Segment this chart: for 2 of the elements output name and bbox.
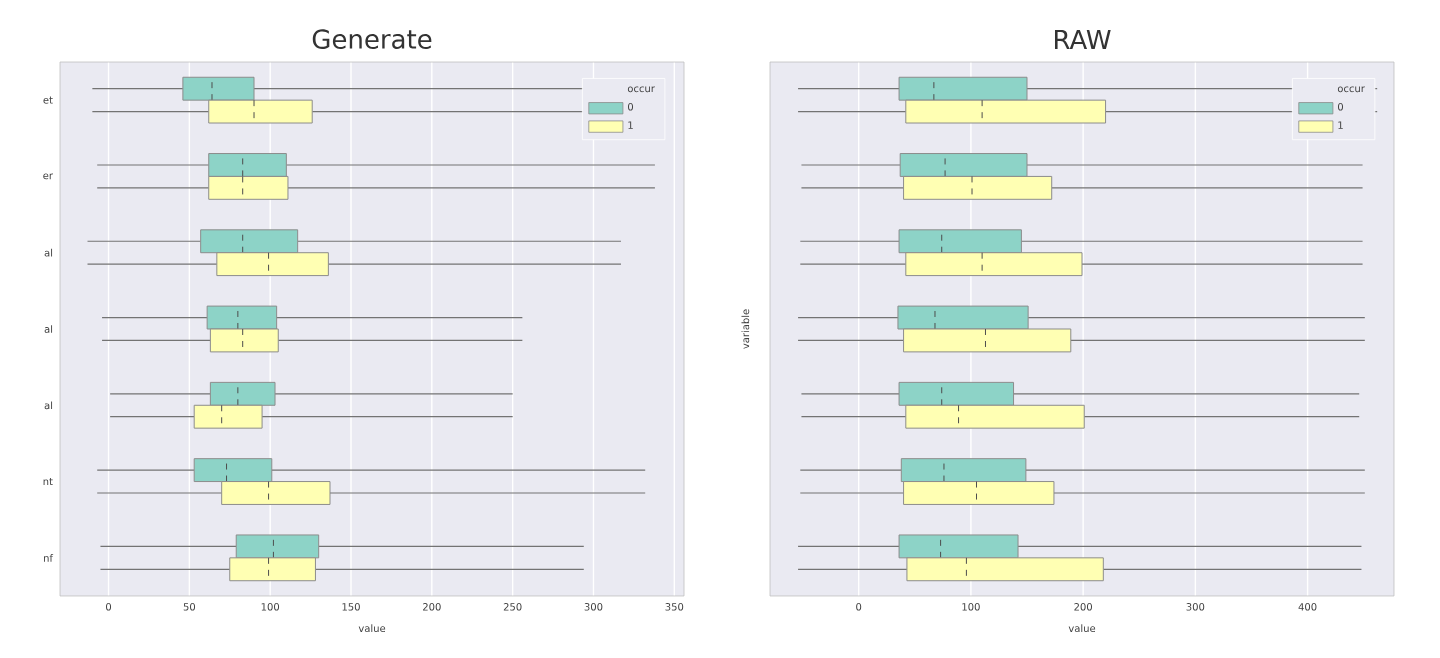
chart-title: RAW: [1055, 29, 1111, 49]
chart-title: Generate: [312, 29, 432, 49]
